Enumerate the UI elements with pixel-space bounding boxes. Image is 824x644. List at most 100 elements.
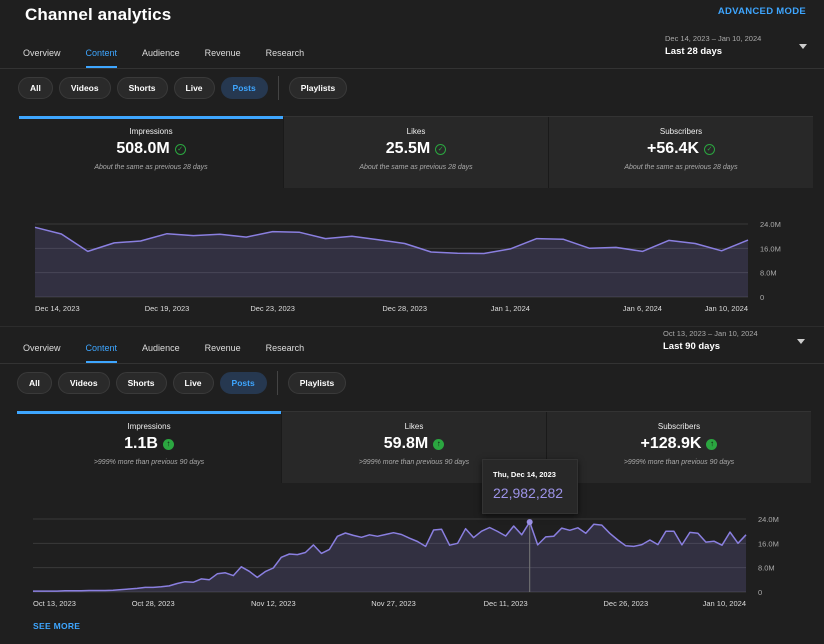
tab-content[interactable]: Content: [85, 48, 117, 68]
y-tick-label: 24.0M: [758, 515, 779, 524]
x-tick-label: Dec 23, 2023: [250, 304, 295, 313]
chip-all[interactable]: All: [17, 372, 52, 394]
x-tick-label: Jan 10, 2024: [705, 304, 748, 313]
tab-content[interactable]: Content: [85, 343, 117, 363]
chip-shorts[interactable]: Shorts: [115, 372, 167, 394]
chip-playlists[interactable]: Playlists: [287, 372, 347, 394]
date-range-label: Last 90 days: [663, 341, 721, 352]
metric-impressions[interactable]: Impressions 1.1B ↑ >999% more than previ…: [17, 411, 281, 483]
x-tick-label: Oct 28, 2023: [132, 599, 175, 608]
x-tick-label: Dec 26, 2023: [604, 599, 649, 608]
chart-tooltip: Thu, Dec 14, 2023 22,982,282: [482, 459, 578, 514]
impressions-chart-28d: 24.0M 16.0M 8.0M 0 Dec 14, 2023 Dec 19, 2023 D…: [34, 220, 781, 313]
x-tick-label: Dec 11, 2023: [484, 599, 528, 608]
x-tick-label: Oct 13, 2023: [33, 599, 76, 608]
metric-label: Subscribers: [659, 127, 703, 136]
chip-posts[interactable]: Posts: [219, 372, 267, 394]
metric-cards: Impressions 508.0M ✓ About the same as p…: [19, 116, 813, 188]
y-tick-label: 0: [760, 293, 764, 302]
series-line: [34, 226, 749, 255]
metric-subscribers[interactable]: Subscribers +56.4K ✓ About the same as p…: [548, 117, 813, 188]
metric-subscribers[interactable]: Subscribers +128.9K ↑ >999% more than pr…: [546, 412, 811, 483]
metric-value: 59.8M: [383, 435, 429, 452]
hover-point: [526, 519, 533, 526]
metric-cards: Impressions 1.1B ↑ >999% more than previ…: [17, 411, 811, 483]
date-range-selector[interactable]: Dec 14, 2023 – Jan 10, 2024 Last 28 days: [665, 34, 775, 57]
see-more-link[interactable]: SEE MORE: [33, 621, 81, 631]
content-type-chips: All Videos Shorts Live Posts Playlists: [18, 76, 353, 100]
page-title: Channel analytics: [25, 5, 172, 24]
analytics-panel-90-days: Overview Content Audience Revenue Resear…: [0, 326, 824, 644]
check-circle-icon: ✓: [704, 143, 716, 155]
tab-research[interactable]: Research: [265, 343, 305, 353]
metric-label: Subscribers: [657, 422, 701, 431]
chip-divider: [277, 76, 279, 100]
tab-revenue[interactable]: Revenue: [204, 343, 241, 353]
metric-label: Impressions: [129, 127, 173, 136]
metric-comparison: About the same as previous 28 days: [624, 164, 738, 171]
chip-all[interactable]: All: [18, 77, 53, 99]
chip-shorts[interactable]: Shorts: [116, 77, 168, 99]
check-circle-icon: ✓: [435, 143, 447, 155]
chip-live[interactable]: Live: [172, 372, 214, 394]
impressions-chart-90d: 24.0M 16.0M 8.0M 0 Oct 13, 2023 Oct 28, 2023 N…: [32, 515, 779, 608]
chip-videos[interactable]: Videos: [58, 77, 111, 99]
tooltip-date: Thu, Dec 14, 2023: [493, 470, 556, 479]
metric-comparison: >999% more than previous 90 days: [358, 459, 470, 466]
y-tick-label: 24.0M: [760, 220, 781, 229]
tooltip-value: 22,982,282: [493, 485, 564, 501]
content-tabs: Overview Content Audience Revenue Resear…: [23, 343, 329, 363]
metric-comparison: About the same as previous 28 days: [94, 164, 208, 171]
tab-audience[interactable]: Audience: [142, 343, 180, 353]
chip-videos[interactable]: Videos: [57, 372, 110, 394]
y-tick-label: 8.0M: [758, 564, 775, 573]
chip-playlists[interactable]: Playlists: [288, 77, 348, 99]
advanced-mode-link[interactable]: ADVANCED MODE: [717, 6, 806, 17]
y-tick-label: 16.0M: [758, 539, 779, 548]
content-type-chips: All Videos Shorts Live Posts Playlists: [17, 371, 352, 395]
chevron-down-icon[interactable]: [799, 44, 807, 49]
arrow-up-icon: ↑: [706, 438, 718, 450]
y-tick-label: 0: [758, 588, 762, 597]
y-tick-label: 8.0M: [760, 269, 777, 278]
metric-likes[interactable]: Likes 25.5M ✓ About the same as previous…: [283, 117, 548, 188]
tab-revenue[interactable]: Revenue: [204, 48, 241, 58]
tab-research[interactable]: Research: [265, 48, 305, 58]
chip-posts[interactable]: Posts: [220, 77, 268, 99]
metric-value: +128.9K: [640, 435, 702, 452]
series-area: [35, 227, 748, 297]
x-tick-label: Jan 10, 2024: [703, 599, 746, 608]
arrow-up-icon: ↑: [433, 438, 445, 450]
date-range-label: Last 28 days: [665, 46, 723, 57]
x-tick-label: Dec 28, 2023: [382, 304, 427, 313]
x-tick-label: Jan 6, 2024: [623, 304, 662, 313]
check-circle-icon: ✓: [174, 143, 186, 155]
divider: [0, 363, 824, 364]
date-range-text: Dec 14, 2023 – Jan 10, 2024: [665, 34, 762, 43]
metric-comparison: >999% more than previous 90 days: [623, 459, 735, 466]
metric-value: 508.0M: [116, 140, 170, 157]
tab-audience[interactable]: Audience: [142, 48, 180, 58]
metric-comparison: About the same as previous 28 days: [359, 164, 473, 171]
x-tick-label: Dec 14, 2023: [35, 304, 80, 313]
metric-label: Likes: [406, 127, 426, 136]
date-range-selector[interactable]: Oct 13, 2023 – Jan 10, 2024 Last 90 days: [663, 329, 773, 352]
metric-value: +56.4K: [646, 140, 700, 157]
x-tick-label: Nov 27, 2023: [371, 599, 416, 608]
series-line: [33, 521, 747, 592]
tab-overview[interactable]: Overview: [23, 343, 61, 353]
series-area: [33, 522, 746, 592]
arrow-up-icon: ↑: [162, 438, 174, 450]
x-tick-label: Nov 12, 2023: [251, 599, 296, 608]
date-range-text: Oct 13, 2023 – Jan 10, 2024: [663, 329, 758, 338]
metric-impressions[interactable]: Impressions 508.0M ✓ About the same as p…: [19, 116, 283, 188]
content-tabs: Overview Content Audience Revenue Resear…: [23, 48, 329, 68]
chip-live[interactable]: Live: [173, 77, 215, 99]
chevron-down-icon[interactable]: [797, 339, 805, 344]
metric-value: 25.5M: [385, 140, 431, 157]
metric-value: 1.1B: [124, 435, 158, 452]
y-tick-label: 16.0M: [760, 244, 781, 253]
tab-overview[interactable]: Overview: [23, 48, 61, 58]
analytics-panel-28-days: Channel analytics ADVANCED MODE Overview…: [0, 5, 824, 313]
divider: [0, 68, 824, 69]
